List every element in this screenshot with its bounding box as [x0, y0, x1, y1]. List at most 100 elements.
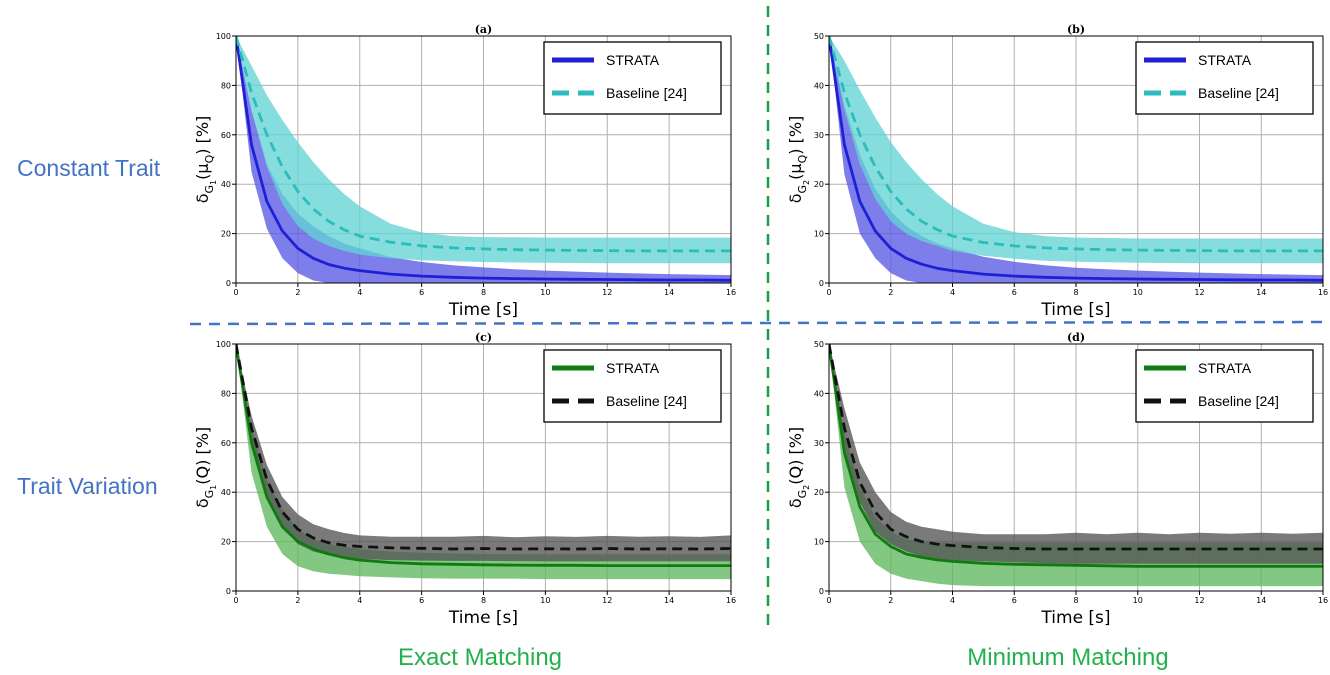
x-tick-label: 4	[357, 596, 362, 605]
x-tick-label: 8	[1073, 288, 1078, 297]
legend-label: STRATA	[606, 360, 660, 376]
series-line	[829, 344, 1323, 551]
confidence-band	[829, 344, 1323, 564]
x-tick-label: 0	[233, 596, 238, 605]
y-tick-label: 40	[221, 180, 231, 189]
legend-label: Baseline [24]	[1198, 393, 1279, 409]
x-tick-label: 0	[233, 288, 238, 297]
legend-label: STRATA	[606, 52, 660, 68]
series-line	[236, 36, 731, 282]
x-tick-label: 12	[1194, 288, 1204, 297]
x-tick-label: 8	[481, 596, 486, 605]
y-axis-label-part: (μ	[786, 163, 805, 179]
y-tick-label: 40	[221, 488, 231, 497]
legend-box	[543, 349, 722, 423]
series-group	[236, 344, 731, 580]
legend-label: STRATA	[1198, 52, 1252, 68]
x-tick-label: 14	[664, 288, 674, 297]
y-tick-label: 0	[226, 587, 231, 596]
y-tick-label: 50	[814, 340, 824, 349]
series-group	[829, 344, 1323, 587]
panel-title: (c)	[475, 331, 492, 344]
series-group	[236, 36, 731, 283]
legend: STRATA Baseline [24]	[1135, 41, 1314, 115]
y-axis-label-part: 1	[209, 485, 218, 490]
series-line	[236, 344, 731, 551]
y-tick-label: 0	[819, 587, 824, 596]
y-axis-label-part: G	[796, 490, 809, 499]
y-tick-label: 30	[814, 131, 824, 140]
legend: STRATA Baseline [24]	[543, 349, 722, 423]
y-axis-label: δG2(μQ) [%]	[786, 116, 811, 204]
row-divider-line	[189, 320, 1330, 326]
legend-label: Baseline [24]	[1198, 85, 1279, 101]
y-axis-label: δG1(Q) [%]	[193, 427, 218, 508]
x-axis-label: Time [s]	[448, 608, 518, 628]
x-axis-label: Time [s]	[448, 300, 518, 320]
y-tick-label: 0	[819, 279, 824, 288]
x-tick-label: 14	[664, 596, 674, 605]
y-tick-label: 40	[814, 389, 824, 398]
x-tick-label: 2	[888, 288, 893, 297]
y-axis-label: δG1(μQ) [%]	[193, 116, 218, 204]
x-tick-label: 2	[888, 596, 893, 605]
series-line	[236, 36, 731, 253]
x-tick-label: 12	[602, 596, 612, 605]
series-group	[829, 36, 1323, 283]
y-tick-label: 80	[221, 81, 231, 90]
y-tick-label: 60	[221, 131, 231, 140]
legend-label: Baseline [24]	[606, 85, 687, 101]
y-axis-label-part: ) [%]	[193, 116, 212, 155]
row-label-trait-variation: Trait Variation	[17, 473, 158, 499]
x-tick-label: 8	[481, 288, 486, 297]
y-axis-label-part: δ	[193, 498, 212, 508]
y-axis-label-part: ) [%]	[193, 427, 212, 466]
x-tick-label: 6	[1012, 288, 1017, 297]
series-line	[829, 344, 1323, 568]
x-tick-label: 10	[1133, 596, 1143, 605]
confidence-band	[236, 344, 731, 562]
x-tick-label: 16	[726, 288, 736, 297]
y-axis-label-part: Q	[203, 154, 216, 163]
y-axis-label-part: G	[203, 490, 216, 499]
legend-label: STRATA	[1198, 360, 1252, 376]
y-tick-label: 100	[216, 340, 231, 349]
y-tick-label: 20	[814, 180, 824, 189]
legend-box	[1135, 349, 1314, 423]
y-axis-label-part: Q	[796, 154, 809, 163]
y-axis-label-part: G	[796, 185, 809, 194]
y-axis-label-part: ) [%]	[786, 116, 805, 155]
panel-a: 0 2 4 6 8 10 12 14 16 0 20 40 60 80 100 (a) Time [s] δG1(…	[193, 23, 736, 320]
y-tick-label: 80	[221, 389, 231, 398]
confidence-band	[236, 36, 731, 283]
x-tick-label: 6	[419, 596, 424, 605]
y-axis-label-part: δ	[786, 498, 805, 508]
x-tick-label: 10	[540, 288, 550, 297]
y-tick-label: 40	[814, 81, 824, 90]
y-axis-label-part: 2	[802, 485, 811, 490]
y-tick-label: 20	[221, 538, 231, 547]
panel-title: (a)	[475, 23, 493, 36]
y-tick-label: 100	[216, 32, 231, 41]
y-axis-label-part: G	[203, 185, 216, 194]
row-label-constant-trait: Constant Trait	[17, 155, 161, 181]
y-axis-label-part: (μ	[193, 163, 212, 179]
confidence-band	[829, 36, 1323, 264]
y-axis-label-part: (Q	[786, 466, 805, 485]
x-tick-label: 16	[1318, 596, 1328, 605]
x-tick-label: 12	[602, 288, 612, 297]
series-line	[829, 36, 1323, 282]
y-tick-label: 20	[814, 488, 824, 497]
x-tick-label: 4	[357, 288, 362, 297]
x-tick-label: 12	[1194, 596, 1204, 605]
y-tick-label: 10	[814, 538, 824, 547]
y-tick-label: 50	[814, 32, 824, 41]
y-axis-label-part: 2	[802, 180, 811, 185]
x-tick-label: 10	[540, 596, 550, 605]
y-tick-label: 10	[814, 230, 824, 239]
legend-label: Baseline [24]	[606, 393, 687, 409]
x-tick-label: 14	[1256, 288, 1266, 297]
confidence-band	[829, 36, 1323, 283]
